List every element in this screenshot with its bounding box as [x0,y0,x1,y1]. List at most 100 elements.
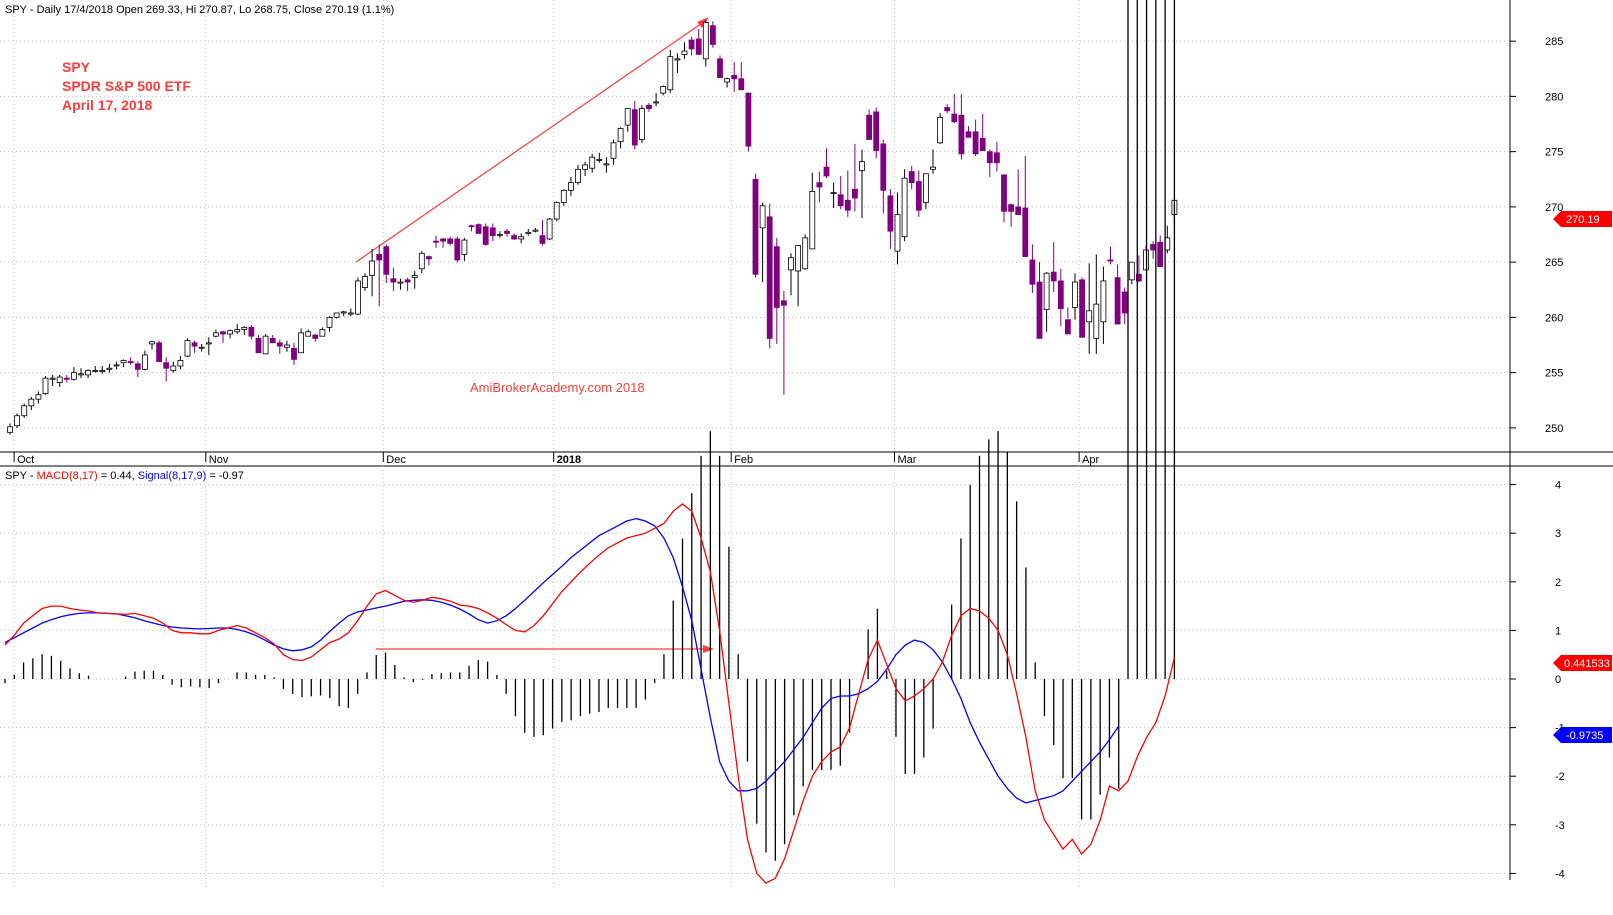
macd-line [4,503,1176,884]
candle-bearish [915,181,922,211]
candle-bullish [553,202,560,220]
candle-bullish [937,116,943,144]
candle-bearish [276,342,283,347]
candle-bearish [695,38,702,55]
candle-bearish [844,199,851,211]
trend-arrow-macd [376,645,714,653]
candle-bullish [603,163,610,166]
price-panel-header: SPY - Daily 17/4/2018 Open 269.33, Hi 27… [5,4,394,16]
candle-bearish [454,238,461,261]
candle-bearish [1022,207,1029,258]
candle-bullish [639,108,645,140]
candle-bearish [163,362,170,369]
candle-bearish [63,377,70,380]
candle-bearish [972,131,979,155]
annotation-date: April 17, 2018 [62,97,152,113]
candle-bullish [759,205,766,229]
candle-bearish [376,254,383,261]
candle-bullish [170,365,177,371]
price-y-tick-label: 275 [1545,147,1563,159]
x-tick-label: 2018 [557,454,581,466]
candle-bullish [461,239,468,255]
candle-bullish [589,156,596,169]
candle-bearish [255,337,262,354]
candle-bullish [596,158,603,161]
macd-header-value: = 0.44, [98,470,138,482]
candle-bullish [14,415,21,427]
x-tick-label: Dec [386,454,406,466]
candle-bullish [362,276,368,288]
candle-bearish [425,256,432,260]
macd-y-tick-label: 0 [1555,674,1561,686]
candle-bearish [156,342,163,363]
candle-bullish [660,86,667,94]
macd-y-tick-label: 3 [1555,528,1561,540]
candle-bearish [1029,259,1036,285]
price-y-tick-label: 270 [1545,202,1563,214]
annotation-ticker: SPY [62,59,91,75]
candle-bearish [631,109,638,146]
candle-bullish [92,370,99,372]
macd-y-tick-label: 1 [1555,625,1561,637]
last-price-tag-text: 270.19 [1566,214,1600,226]
candle-bullish [106,367,113,370]
candle-bullish [923,173,929,203]
candle-bullish [141,354,148,370]
candle-bearish [404,279,411,283]
candle-bullish [326,316,333,328]
candle-bearish [951,113,958,123]
candle-bearish [1157,241,1164,267]
candle-bullish [560,189,567,203]
candle-bearish [994,152,1000,164]
candle-bullish [802,237,809,270]
candle-bullish [333,312,340,318]
candle-bullish [795,245,801,272]
candle-bearish [511,235,518,240]
candle-bullish [113,364,120,367]
x-tick-label: Apr [1082,454,1099,466]
annotation-name: SPDR S&P 500 ETF [62,78,191,94]
candle-bearish [823,166,830,177]
x-tick-label: Mar [898,454,917,466]
candle-bullish [369,260,376,276]
price-y-tick-label: 260 [1545,312,1563,324]
candle-bullish [568,182,574,191]
candle-bearish [1107,259,1114,262]
candle-bearish [766,216,773,339]
candle-bullish [28,398,35,407]
candle-bearish [248,326,255,337]
candle-bullish [667,56,674,91]
candle-bullish [262,335,269,355]
candle-bullish [830,192,837,194]
candle-bullish [205,342,212,345]
candle-bullish [212,332,219,337]
candle-bullish [582,164,588,170]
candle-bearish [944,107,951,112]
candle-bullish [930,166,936,170]
candle-bearish [816,182,823,188]
macd-panel-header: SPY - MACD(8,17) = 0.44, Signal(8,17,9) … [5,470,244,482]
candle-bullish [674,58,681,61]
macd-value-tag-text: 0.441533 [1564,658,1610,670]
macd-header-prefix: SPY - [5,470,37,482]
candle-bullish [298,332,305,354]
candle-bearish [731,75,738,80]
candle-bullish [85,370,91,376]
annotation-block: SPY SPDR S&P 500 ETF April 17, 2018 [62,59,191,113]
macd-y-tick-label: 4 [1555,480,1561,492]
signal-header-value: = -0.97 [206,470,244,482]
candle-bearish [745,92,752,147]
candle-bullish [354,280,361,315]
candle-bearish [773,246,780,308]
macd-y-tick-label: -2 [1555,771,1565,783]
candle-bearish [291,347,297,360]
candle-bearish [979,137,986,151]
candle-bearish [965,131,972,138]
candle-bullish [149,341,155,345]
candle-bearish [958,114,965,155]
candle-bullish [184,340,191,357]
candle-bullish [78,373,84,376]
signal-value-tag: -0.9735 [1553,727,1612,743]
x-tick-label: Nov [209,454,229,466]
